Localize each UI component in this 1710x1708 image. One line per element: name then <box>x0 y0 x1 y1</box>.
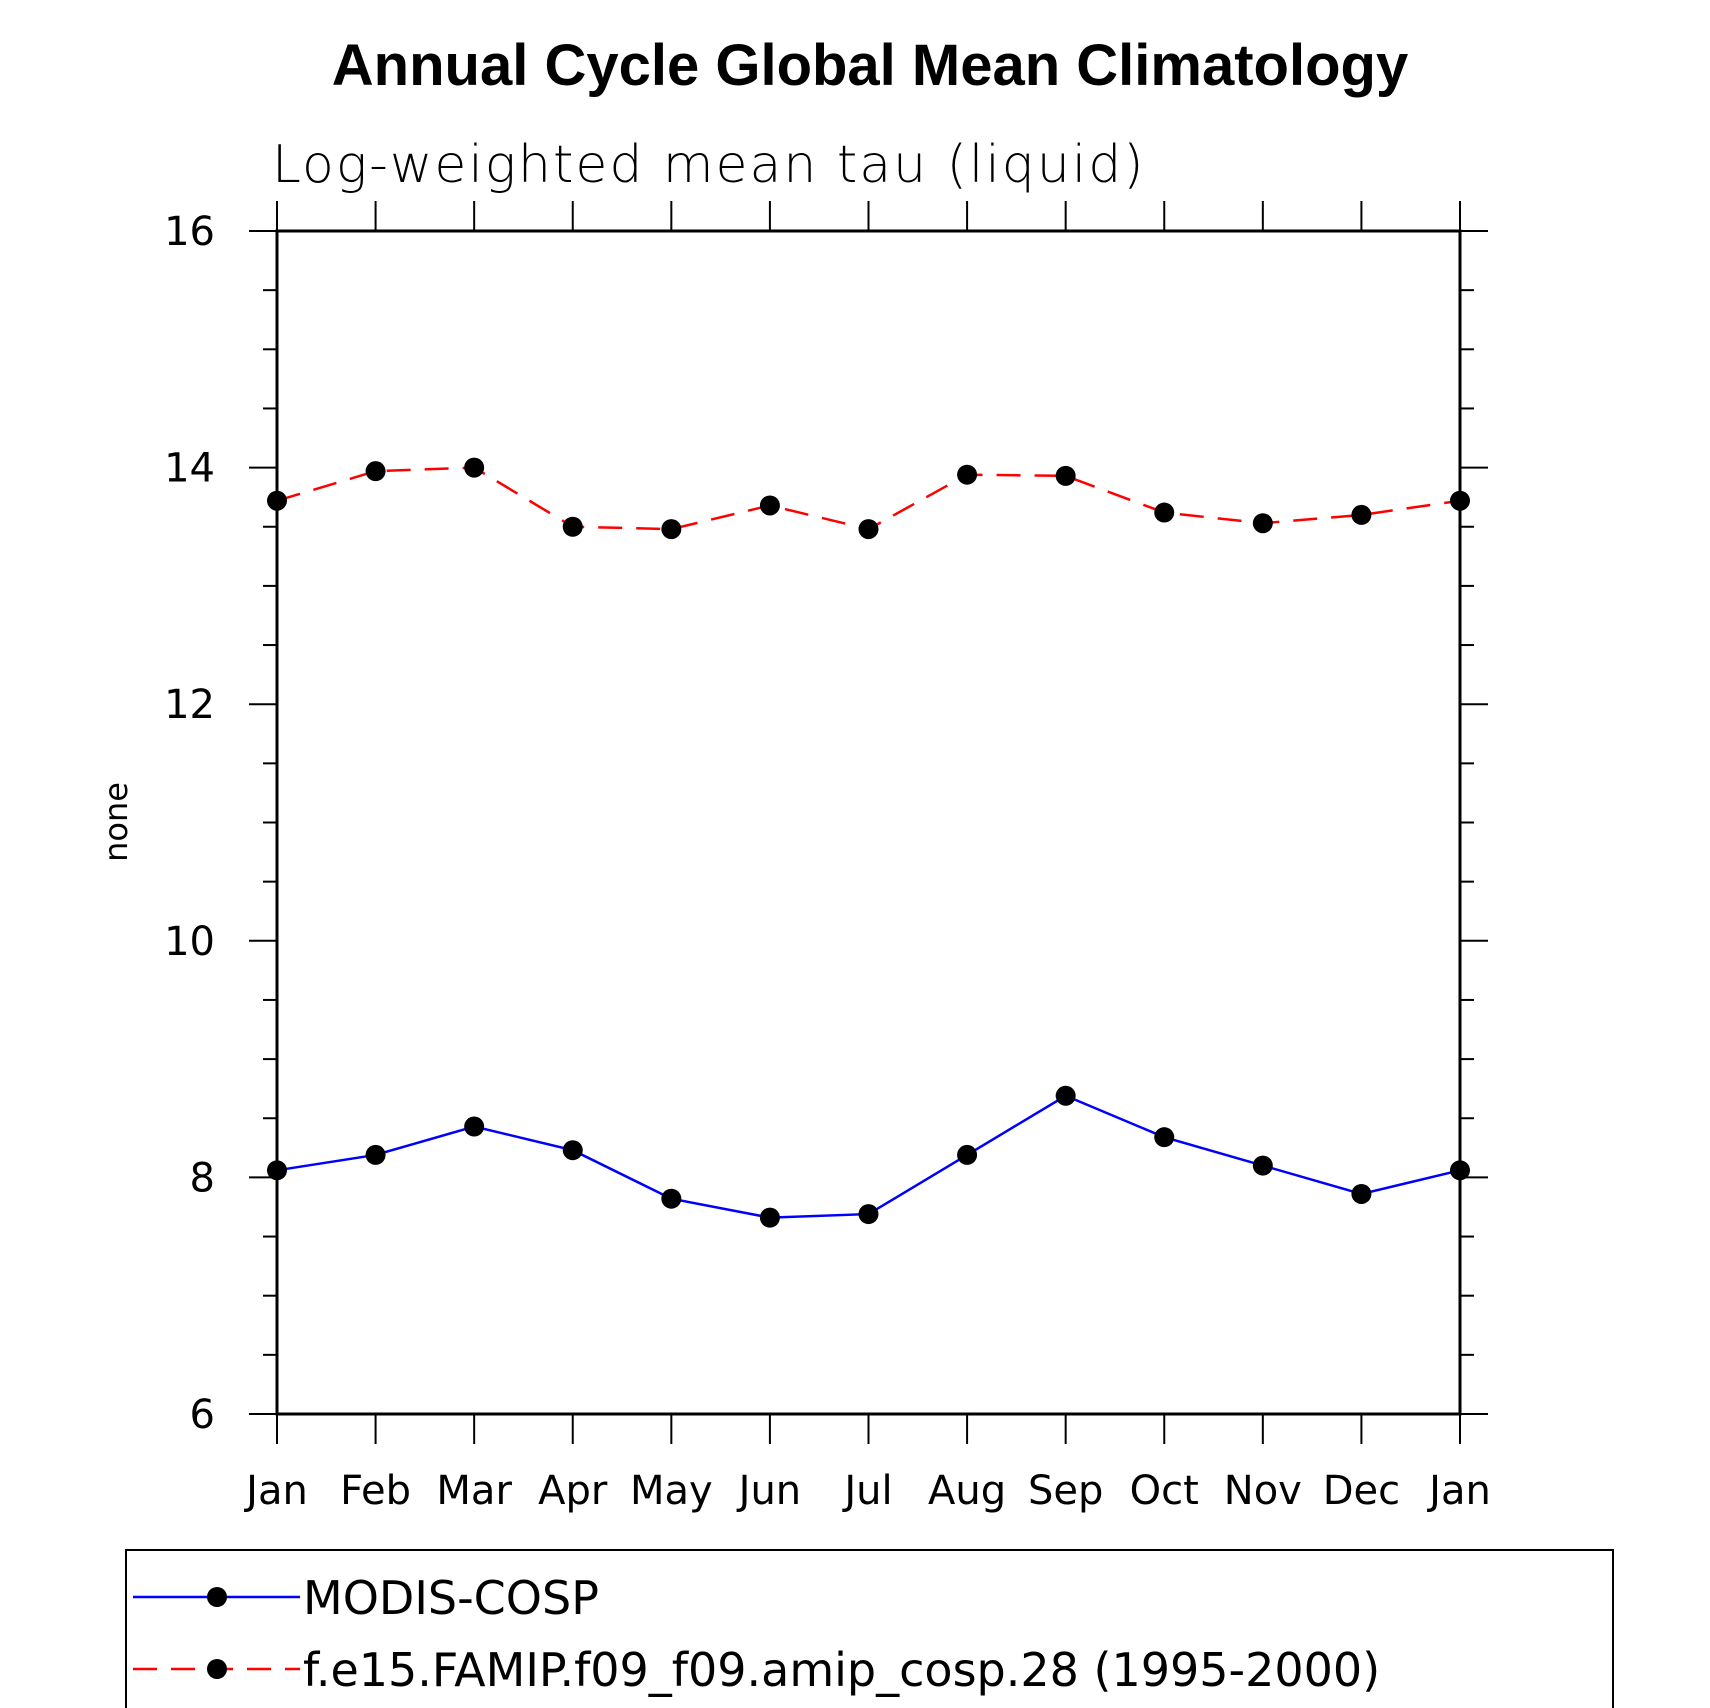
x-tick-label: Sep <box>1028 1468 1103 1514</box>
data-point <box>858 519 879 540</box>
data-point <box>759 1207 780 1228</box>
x-tick-label: Aug <box>928 1468 1006 1514</box>
data-point <box>759 495 780 516</box>
chart-subtitle: Log-weighted mean tau (liquid) <box>272 135 1146 195</box>
x-tick-label: May <box>630 1468 713 1514</box>
y-axis: 6 8 10 12 14 16 <box>164 209 1488 1438</box>
data-point <box>1154 502 1175 523</box>
x-tick-label: Jan <box>243 1468 308 1514</box>
data-point <box>957 1144 978 1165</box>
x-tick-label: Jun <box>736 1468 802 1514</box>
x-tick-label: Dec <box>1323 1468 1400 1514</box>
x-tick-label: Jul <box>841 1468 892 1514</box>
series-line-0 <box>276 1094 1461 1219</box>
data-point <box>1450 490 1470 511</box>
series-layer <box>267 457 1470 1228</box>
data-point <box>562 1140 583 1161</box>
data-point <box>365 1144 386 1165</box>
data-point <box>1252 513 1273 534</box>
data-point <box>267 490 287 511</box>
data-point <box>1154 1127 1175 1148</box>
plot-frame <box>275 229 1462 1416</box>
data-point <box>365 461 386 482</box>
chart-title: Annual Cycle Global Mean Climatology <box>332 33 1408 98</box>
y-tick-label: 14 <box>164 446 215 492</box>
data-point <box>1351 504 1372 525</box>
x-tick-label: Jan <box>1426 1468 1491 1514</box>
data-point <box>562 516 583 537</box>
y-tick-label: 6 <box>190 1392 215 1438</box>
data-point <box>464 457 485 478</box>
y-tick-label: 12 <box>164 682 215 728</box>
data-point <box>267 1160 287 1181</box>
x-tick-label: Nov <box>1224 1468 1302 1514</box>
data-point <box>1055 1085 1076 1106</box>
x-tick-label: Apr <box>538 1468 608 1514</box>
legend-label: f.e15.FAMIP.f09_f09.amip_cosp.28 (1995-2… <box>303 1643 1380 1697</box>
legend-box <box>125 1549 1614 1708</box>
legend-marker <box>207 1659 227 1679</box>
legend-items: MODIS-COSP f.e15.FAMIP.f09_f09.amip_cosp.… <box>133 1571 1380 1697</box>
y-axis-label: none <box>97 782 135 862</box>
data-point <box>858 1204 879 1225</box>
data-point <box>661 519 682 540</box>
x-tick-label: Feb <box>340 1468 411 1514</box>
data-point <box>1351 1183 1372 1204</box>
x-tick-label: Mar <box>436 1468 512 1514</box>
y-tick-label: 10 <box>164 919 215 965</box>
data-point <box>464 1116 485 1137</box>
data-point <box>661 1188 682 1209</box>
x-tick-label: Oct <box>1130 1468 1199 1514</box>
data-point <box>1450 1160 1470 1181</box>
y-tick-label: 8 <box>190 1155 215 1201</box>
legend: MODIS-COSP f.e15.FAMIP.f09_f09.amip_cosp.… <box>125 1549 1614 1708</box>
x-axis: Jan Feb Mar Apr May Jun Jul Aug Sep Oct Nov Dec Jan <box>243 201 1491 1514</box>
data-point <box>1252 1155 1273 1176</box>
legend-label: MODIS-COSP <box>303 1571 599 1625</box>
data-point <box>1055 465 1076 486</box>
y-tick-label: 16 <box>164 209 215 255</box>
data-point <box>957 464 978 485</box>
legend-marker <box>207 1587 227 1607</box>
